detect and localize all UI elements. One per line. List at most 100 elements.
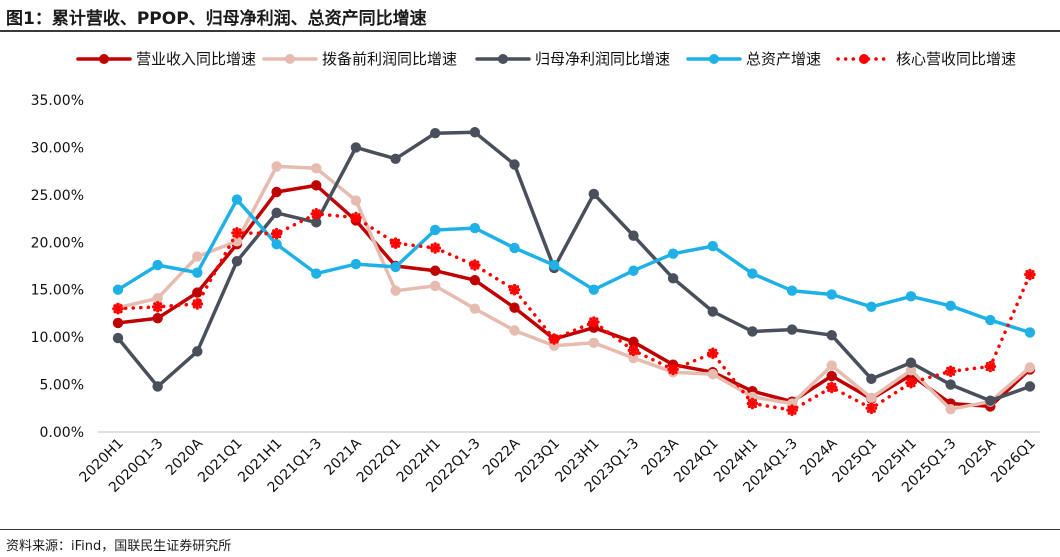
data-point xyxy=(469,303,481,314)
data-point-dot xyxy=(354,220,358,224)
data-point xyxy=(471,262,478,269)
data-point xyxy=(152,312,163,324)
data-point xyxy=(628,336,639,348)
data-point xyxy=(271,207,282,219)
data-point xyxy=(826,289,837,300)
data-point xyxy=(826,370,837,382)
data-point xyxy=(233,229,240,236)
data-point-dot xyxy=(674,364,678,368)
data-point-dot xyxy=(827,382,831,386)
line-chart: 营业收入同比增速 拨备前利润同比增速 归母净利润同比增速 总资产增速 核心营收同比增速 … xyxy=(31,50,1040,496)
data-point-dot xyxy=(755,401,759,406)
data-point-dot xyxy=(827,388,831,392)
data-point-dot xyxy=(631,344,636,348)
data-point-dot xyxy=(512,292,517,296)
data-point xyxy=(352,214,359,221)
data-point-dot xyxy=(477,263,481,267)
data-point-dot xyxy=(865,406,869,410)
data-point-dot xyxy=(279,232,283,236)
data-point-dot xyxy=(396,238,401,242)
data-point-dot xyxy=(112,307,116,311)
data-point-dot xyxy=(753,404,758,409)
data-point-dot xyxy=(231,231,235,235)
data-point-dot xyxy=(555,334,559,338)
series-2 xyxy=(112,161,1036,415)
data-point xyxy=(509,302,520,313)
data-point xyxy=(115,305,121,312)
data-point xyxy=(905,357,917,368)
data-point xyxy=(868,405,875,412)
data-point-dot xyxy=(552,333,556,337)
data-point xyxy=(112,284,124,295)
data-point-dot xyxy=(275,236,279,240)
data-point-dot xyxy=(906,378,910,382)
data-point xyxy=(670,366,677,373)
data-point-dot xyxy=(708,348,712,352)
data-point xyxy=(590,318,597,325)
data-point-dot xyxy=(706,351,711,355)
data-point-dot xyxy=(314,208,318,212)
data-point-dot xyxy=(628,351,633,355)
data-point-dot xyxy=(952,372,956,376)
data-point xyxy=(271,186,282,198)
data-point-dot xyxy=(988,360,992,364)
data-point-dot xyxy=(949,373,953,378)
series-3 xyxy=(112,127,1036,406)
data-point-dot xyxy=(714,354,718,358)
data-point-dot xyxy=(944,369,949,373)
legend-item: 总资产增速 xyxy=(686,50,821,68)
series-line xyxy=(116,212,1032,412)
data-point-dot xyxy=(905,381,909,385)
data-point xyxy=(112,317,124,329)
data-point-dot xyxy=(750,397,755,401)
data-point-dot xyxy=(985,362,989,366)
data-point-dot xyxy=(191,302,195,306)
data-point-dot xyxy=(866,409,871,413)
data-point xyxy=(511,286,518,293)
data-point-dot xyxy=(235,235,239,239)
data-point xyxy=(826,330,837,341)
data-point xyxy=(469,127,481,138)
data-point-dot xyxy=(317,209,321,213)
data-point-dot xyxy=(634,345,639,350)
data-point-dot xyxy=(391,238,395,242)
data-point-dot xyxy=(429,246,433,250)
data-point-dot xyxy=(232,234,236,238)
data-point-dot xyxy=(509,291,514,295)
data-point-dot xyxy=(272,235,276,239)
data-point-dot xyxy=(668,364,672,368)
data-point xyxy=(588,188,599,200)
data-point xyxy=(709,350,716,357)
data-point-dot xyxy=(156,309,160,313)
source-note: 资料来源：iFind，国联民生证券研究所 xyxy=(6,539,232,554)
data-point xyxy=(350,258,362,270)
data-point-dot xyxy=(909,385,913,389)
data-point-dot xyxy=(476,266,480,270)
data-point-dot xyxy=(238,234,242,238)
data-point-dot xyxy=(825,385,830,389)
data-point xyxy=(152,293,163,304)
data-point-dot xyxy=(906,384,910,388)
data-point xyxy=(311,268,322,279)
data-point-dot xyxy=(113,310,117,314)
data-point xyxy=(192,267,203,278)
data-point-dot xyxy=(318,212,322,216)
data-point xyxy=(707,240,718,252)
data-point-dot xyxy=(350,216,354,220)
data-point-dot xyxy=(548,337,552,341)
data-point-dot xyxy=(912,378,916,382)
data-point xyxy=(548,259,560,271)
data-point-dot xyxy=(589,323,593,327)
data-point-dot xyxy=(549,334,553,338)
data-point-dot xyxy=(834,385,838,389)
data-point-dot xyxy=(793,405,797,409)
data-point-dot xyxy=(1024,272,1028,277)
data-point xyxy=(588,337,599,349)
data-point-dot xyxy=(314,216,318,220)
legend-item: 拨备前利润同比增速 xyxy=(262,50,457,68)
data-point xyxy=(747,268,758,279)
legend-swatch-marker xyxy=(285,54,295,64)
data-point-dot xyxy=(473,267,477,271)
data-point-dot xyxy=(675,367,679,371)
data-point xyxy=(828,384,835,391)
